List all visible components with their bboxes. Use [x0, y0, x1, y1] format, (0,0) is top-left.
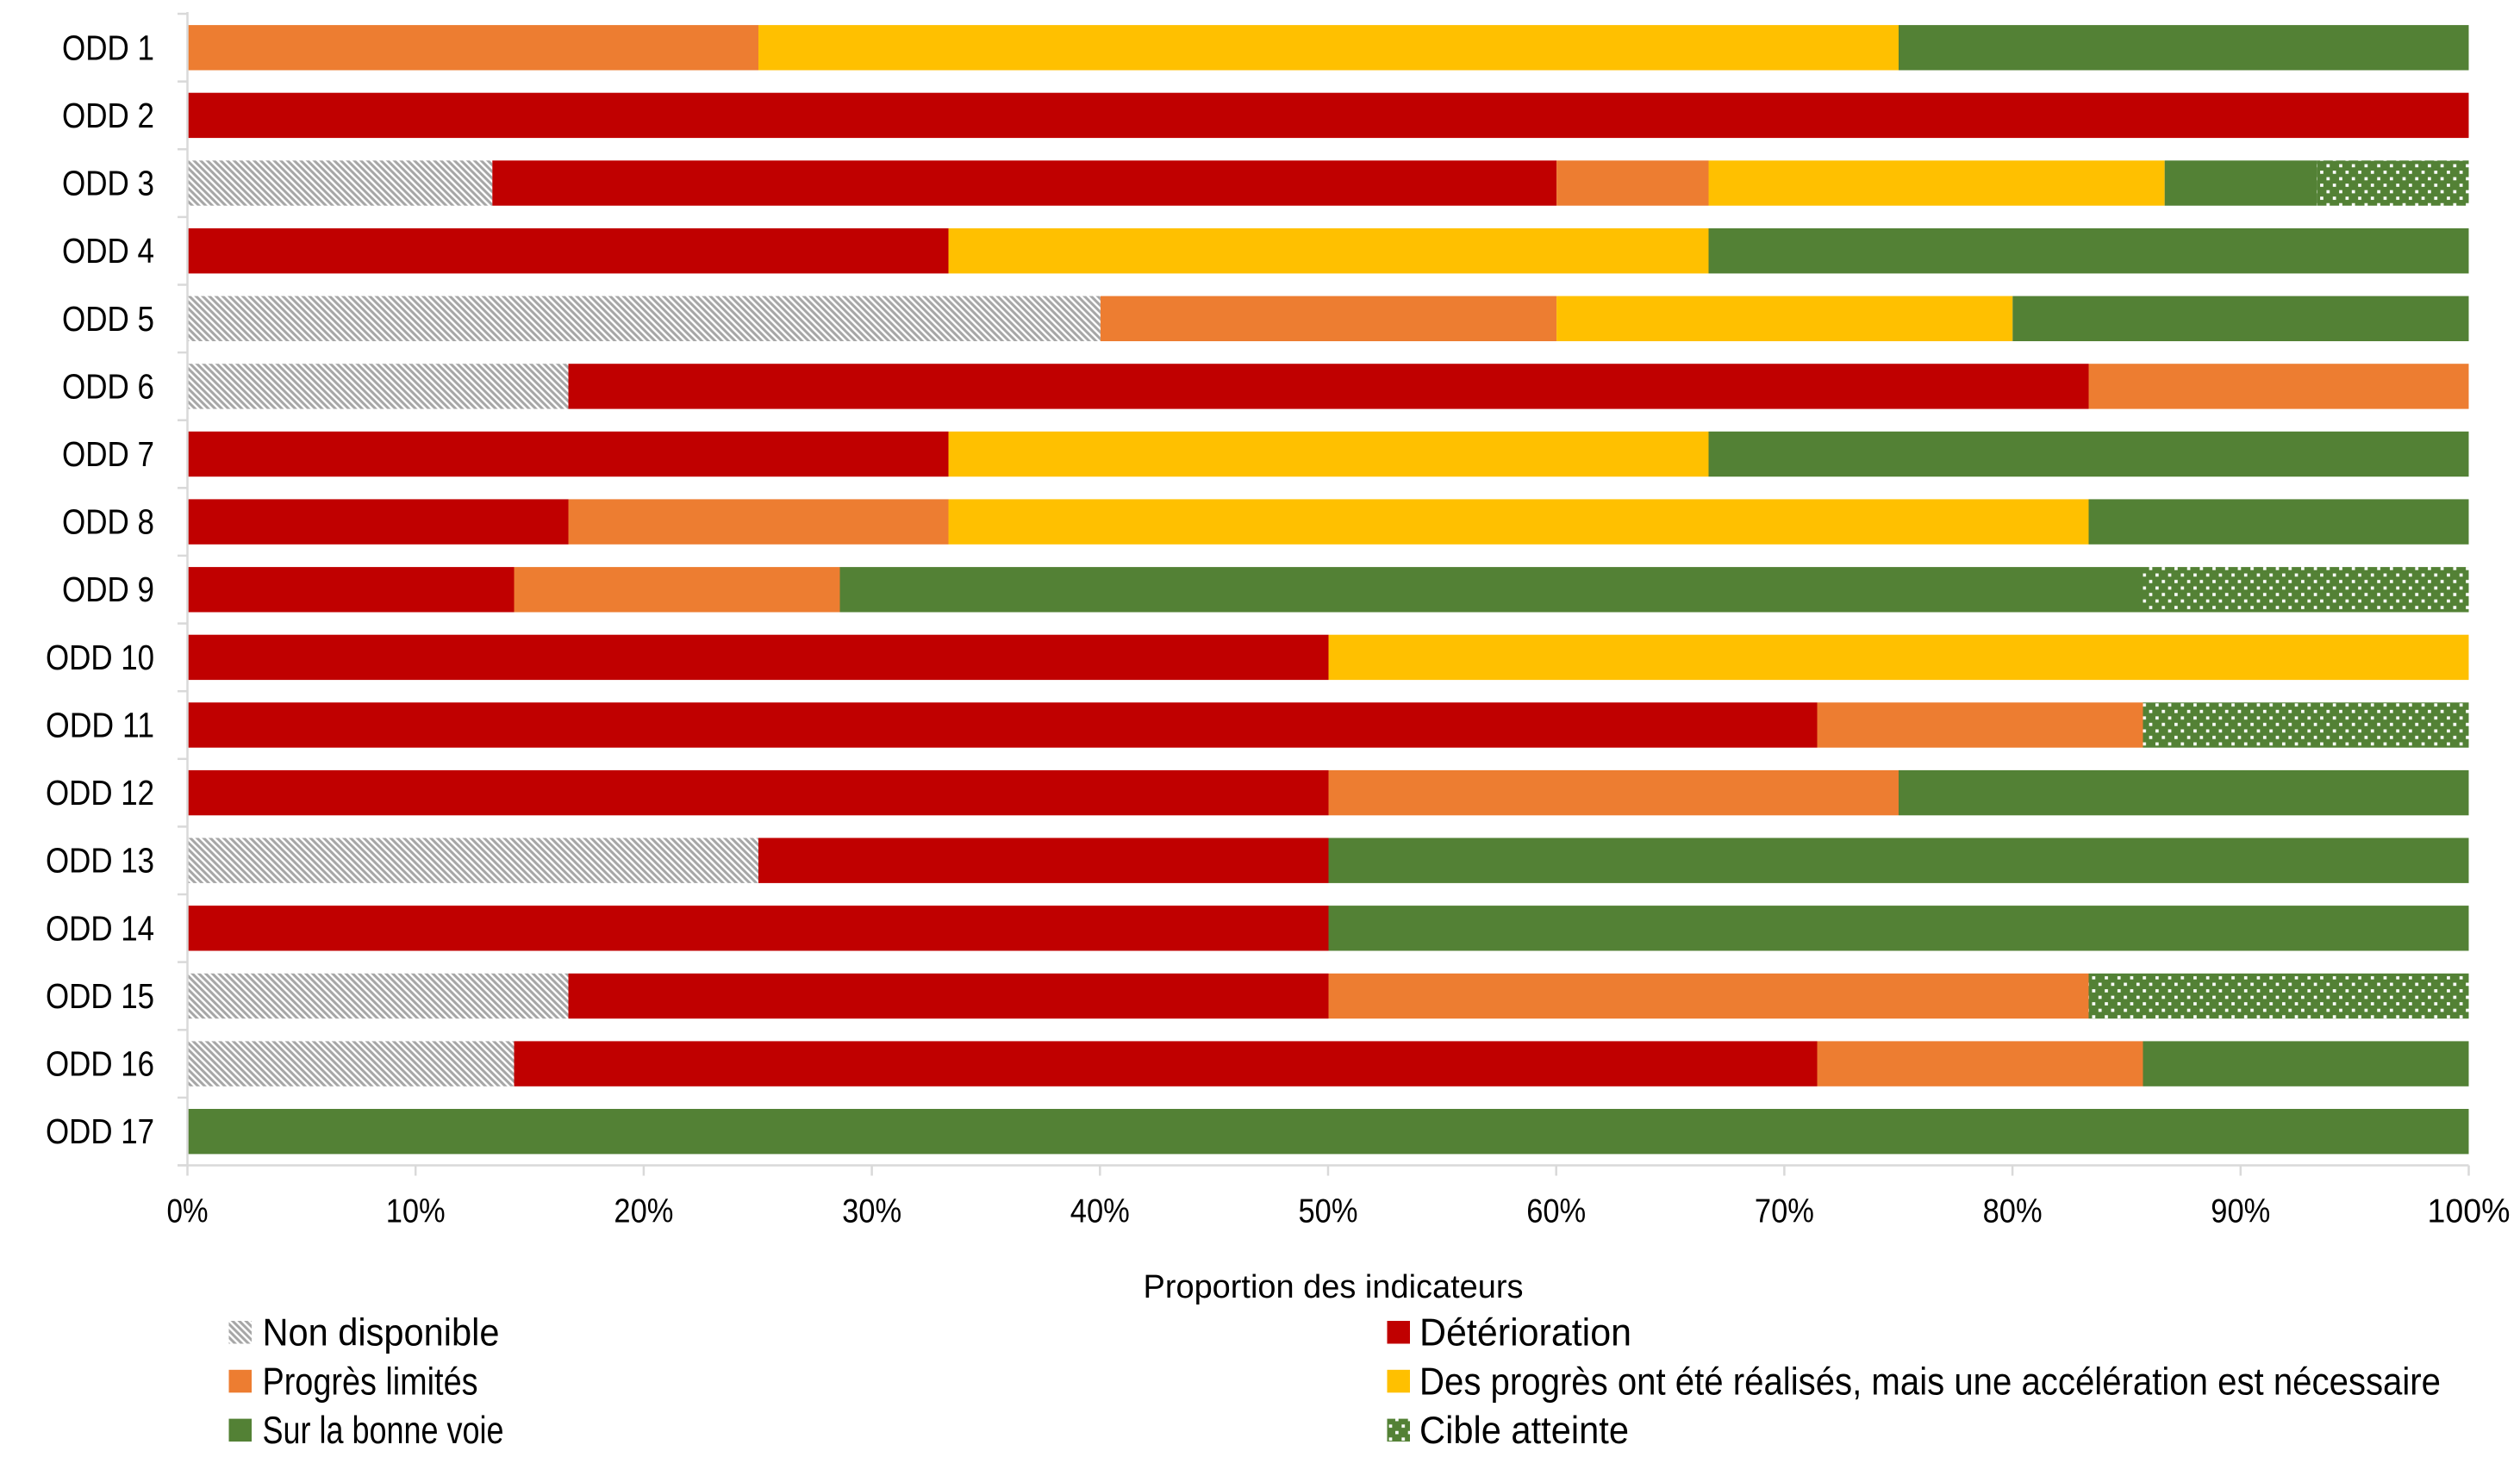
- svg-text:30%: 30%: [842, 1192, 901, 1230]
- svg-text:ODD 14: ODD 14: [46, 908, 154, 948]
- svg-text:50%: 50%: [1299, 1192, 1358, 1230]
- svg-text:ODD 12: ODD 12: [46, 773, 154, 813]
- svg-text:90%: 90%: [2211, 1192, 2270, 1230]
- svg-text:Non disponible: Non disponible: [263, 1312, 500, 1354]
- svg-text:20%: 20%: [614, 1192, 673, 1230]
- svg-text:Détérioration: Détérioration: [1419, 1312, 1631, 1354]
- svg-text:ODD 11: ODD 11: [46, 706, 154, 745]
- svg-text:ODD 17: ODD 17: [46, 1111, 154, 1151]
- svg-text:ODD 16: ODD 16: [46, 1044, 154, 1084]
- svg-text:ODD 4: ODD 4: [62, 231, 154, 271]
- svg-text:60%: 60%: [1526, 1192, 1586, 1230]
- svg-text:ODD 9: ODD 9: [62, 570, 154, 609]
- svg-text:40%: 40%: [1070, 1192, 1130, 1230]
- svg-text:ODD 3: ODD 3: [62, 164, 154, 203]
- svg-text:Proportion des indicateurs: Proportion des indicateurs: [1144, 1269, 1524, 1305]
- svg-text:ODD 6: ODD 6: [62, 366, 154, 406]
- svg-text:Sur la bonne voie: Sur la bonne voie: [263, 1410, 504, 1452]
- svg-text:Cible atteinte: Cible atteinte: [1419, 1410, 1629, 1452]
- svg-text:0%: 0%: [167, 1192, 209, 1230]
- svg-text:Progrès limités: Progrès limités: [263, 1360, 478, 1403]
- svg-text:ODD 10: ODD 10: [46, 638, 154, 677]
- svg-text:10%: 10%: [386, 1192, 446, 1230]
- svg-text:ODD 2: ODD 2: [62, 96, 154, 135]
- svg-text:70%: 70%: [1755, 1192, 1814, 1230]
- svg-text:80%: 80%: [1983, 1192, 2043, 1230]
- svg-text:ODD 7: ODD 7: [62, 434, 154, 474]
- svg-text:100%: 100%: [2428, 1192, 2511, 1230]
- svg-text:Des progrès ont été réalisés,: Des progrès ont été réalisés, mais une a…: [1419, 1360, 2441, 1403]
- svg-text:ODD 8: ODD 8: [62, 502, 154, 542]
- svg-text:ODD 15: ODD 15: [46, 976, 154, 1016]
- svg-text:ODD 13: ODD 13: [46, 841, 154, 881]
- svg-text:ODD 5: ODD 5: [62, 299, 154, 339]
- svg-text:ODD 1: ODD 1: [62, 28, 154, 67]
